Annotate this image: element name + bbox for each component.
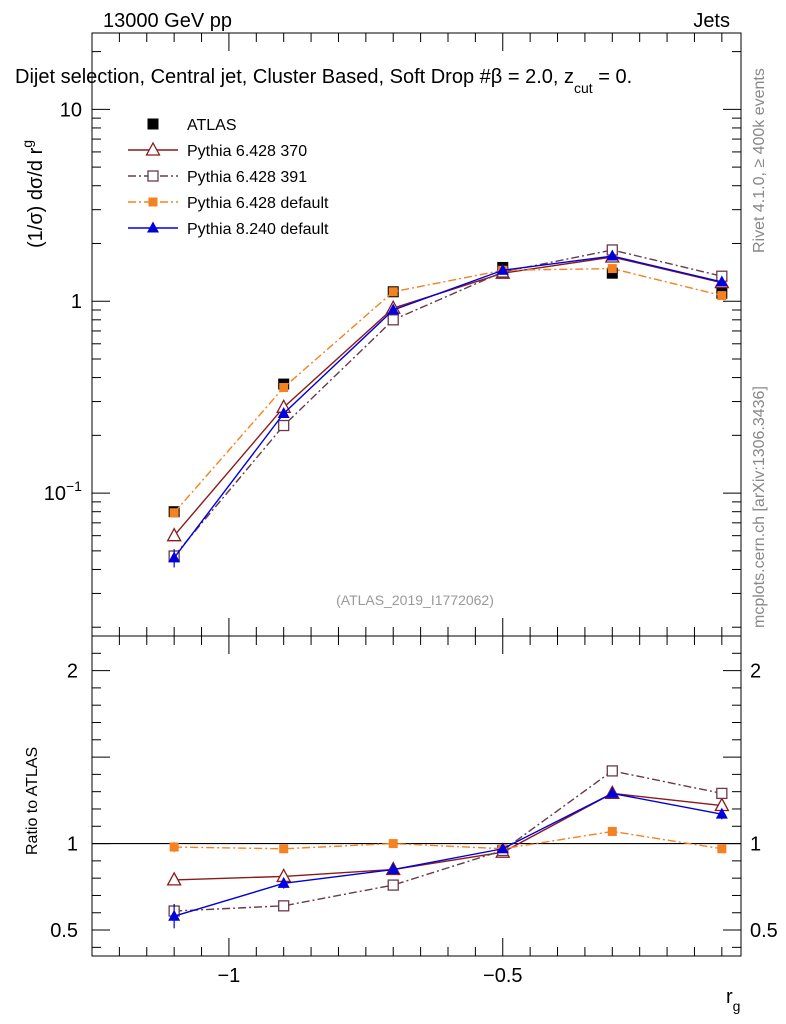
y-tick-label: 10 [44,483,66,505]
data-point [716,787,728,800]
legend: ATLAS Pythia 6.428 370 Pythia 6.428 391 Pyt… [128,117,329,238]
series-line [173,267,722,514]
ratio-plot-series [166,765,730,929]
data-point [715,807,728,819]
legend-label: Pythia 8.240 default [187,221,329,238]
x-axis-label: rg [726,986,740,1014]
ratio-axis-ticks: −1 −0.5 0.5 0.5 1 1 2 2 [50,635,778,987]
ratio-axis-label: Ratio to ATLAS [24,747,41,855]
selection-label: Dijet selection, Central jet, Cluster Ba… [15,66,632,96]
data-point [169,508,179,518]
series [169,264,727,518]
data-point [277,876,290,888]
ratio-y-tick-label-right: 1 [750,834,761,856]
data-point [606,786,619,798]
selection-subscript: cut [574,80,593,96]
y-tick-label: 10 [60,99,82,121]
data-point [388,287,398,297]
series-line [173,256,722,537]
data-point [715,275,728,287]
data-point [147,170,159,182]
energy-label: 13000 GeV pp [103,10,232,32]
data-point [278,900,290,912]
data-point [148,197,158,207]
data-point [168,909,181,921]
legend-entry: Pythia 6.428 370 [128,141,307,160]
series-line [174,770,722,912]
series-line [173,792,722,917]
y-tick-label: 1 [71,291,82,313]
data-point [388,839,398,849]
mcplots-credit-label: mcplots.cern.ch [arXiv:1306.3436] [751,386,768,628]
data-point [387,879,399,891]
data-point [606,249,619,261]
data-point [606,765,618,777]
data-point [717,291,727,301]
data-point [606,267,618,279]
data-point [717,844,727,854]
legend-entry: Pythia 8.240 default [128,221,329,238]
data-point [279,383,289,393]
data-point [496,263,509,275]
ratio-plot-frame [91,635,742,957]
series [168,786,728,929]
data-point [147,221,159,233]
ratio-y-tick-label: 2 [67,661,78,683]
data-point [277,406,290,418]
data-point [168,551,181,563]
legend-label: Pythia 6.428 391 [187,169,307,186]
y-tick-exponent: −1 [66,478,82,494]
series [168,244,728,562]
data-point [166,871,182,886]
legend-entry: Pythia 6.428 391 [128,169,307,186]
series [168,261,728,518]
series-line [174,830,722,850]
legend-label: Pythia 6.428 default [187,195,329,212]
series [168,249,728,568]
legend-entry: Pythia 6.428 default [128,195,329,212]
data-point [496,842,509,854]
data-point [279,844,289,854]
rivet-version-label: Rivet 4.1.0, ≥ 400k events [751,68,768,253]
series [168,765,728,918]
series [166,785,730,886]
x-tick-label: −0.5 [483,965,522,987]
x-axis-subscript: g [733,998,741,1014]
data-point [387,303,400,315]
data-point [278,419,290,432]
data-point [145,141,161,156]
y-axis-label: (1/σ) dσ/d rg [19,140,47,248]
data-point [147,118,159,130]
y-axis-subscript: g [19,140,35,148]
series-line [173,249,722,557]
main-plot-series [166,244,730,568]
ratio-y-tick-label: 1 [67,834,78,856]
data-point [169,842,179,852]
x-tick-label: −1 [218,965,241,987]
series-line [174,792,722,881]
data-point [387,863,400,875]
series-line [173,255,722,559]
analysis-id-label: (ATLAS_2019_I1772062) [336,592,494,608]
data-point [387,314,399,326]
legend-label: Pythia 6.428 370 [187,143,307,160]
ratio-y-tick-label-right: 0.5 [750,920,778,942]
process-label: Jets [693,10,730,32]
series [166,248,730,542]
data-point [166,527,182,542]
data-point [607,264,617,274]
legend-entry: ATLAS [147,117,237,134]
legend-label: ATLAS [187,117,237,134]
ratio-y-tick-label: 0.5 [50,920,78,942]
ratio-y-tick-label-right: 2 [750,661,761,683]
data-point [607,826,617,836]
series [169,826,727,854]
